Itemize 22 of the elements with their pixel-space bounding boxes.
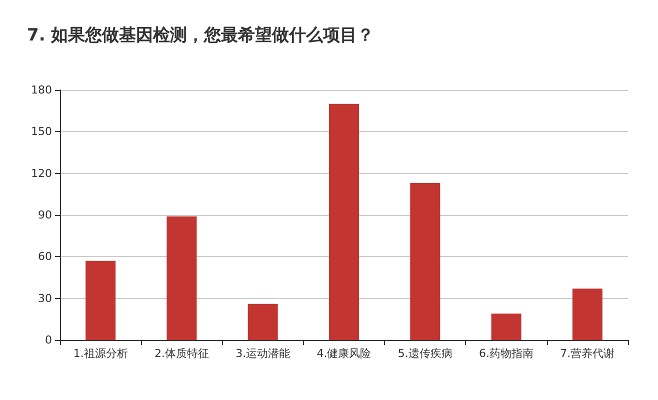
x-tick-label: 5.遗传疾病 bbox=[398, 347, 452, 360]
x-tick-label: 1.祖源分析 bbox=[73, 347, 128, 360]
x-tick-label: 2.体质特征 bbox=[154, 347, 209, 360]
y-tick-label: 180 bbox=[31, 84, 52, 96]
bar bbox=[248, 304, 278, 340]
y-tick-label: 0 bbox=[45, 334, 52, 346]
bar bbox=[166, 216, 197, 340]
bar bbox=[491, 314, 522, 340]
y-tick-label: 30 bbox=[38, 292, 52, 305]
y-tick-label: 150 bbox=[31, 125, 52, 138]
y-tick-label: 120 bbox=[31, 166, 52, 180]
bar bbox=[572, 288, 602, 340]
bar bbox=[410, 183, 440, 340]
x-tick-label: 6.药物指南 bbox=[479, 347, 534, 360]
y-tick-label: 60 bbox=[38, 250, 52, 264]
bar bbox=[329, 104, 359, 340]
bar bbox=[86, 260, 116, 340]
x-tick-label: 4.健康风险 bbox=[316, 347, 372, 360]
x-tick-label: 3.运动潜能 bbox=[236, 347, 290, 360]
chart-title: 7. 如果您做基因检测，您最希望做什么项目？ bbox=[27, 26, 374, 46]
x-tick-label: 7.营养代谢 bbox=[560, 347, 615, 360]
y-tick-label: 90 bbox=[38, 208, 52, 222]
